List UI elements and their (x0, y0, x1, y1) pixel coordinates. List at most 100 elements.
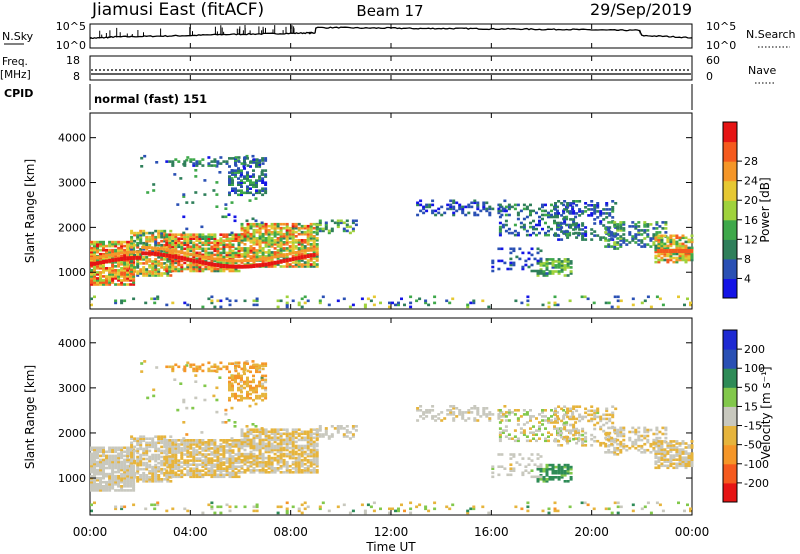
velocity-cell (258, 464, 262, 468)
power-cell (165, 235, 169, 238)
power-cell (154, 239, 158, 243)
velocity-cell (264, 394, 268, 398)
velocity-cell (419, 409, 423, 412)
power-cell (270, 245, 274, 248)
range-tick-label: 4000 (58, 132, 86, 145)
power-cell (530, 247, 534, 251)
power-cell (315, 231, 319, 235)
velocity-cell (105, 456, 108, 460)
velocity-cell (566, 411, 570, 415)
power-cell (264, 181, 268, 184)
velocity-cell (264, 448, 268, 452)
power-cell (234, 251, 238, 255)
power-cell (416, 213, 420, 217)
velocity-cell (297, 469, 301, 472)
power-cell (222, 261, 226, 265)
velocity-cell (270, 462, 274, 466)
velocity-cell (646, 501, 650, 505)
velocity-cell (565, 421, 569, 424)
velocity-cell (237, 471, 241, 475)
velocity-cell (246, 440, 250, 444)
velocity-cell (541, 433, 544, 436)
velocity-cell (198, 439, 202, 442)
power-cell (397, 303, 400, 307)
power-cell (485, 207, 489, 211)
velocity-cell (240, 367, 244, 371)
power-cell (123, 299, 127, 303)
velocity-cell (148, 469, 152, 473)
power-cell (440, 205, 444, 209)
power-cell (616, 225, 620, 228)
power-cell (186, 247, 190, 251)
velocity-cell (258, 444, 262, 448)
velocity-cell (180, 475, 184, 479)
power-core-cell (228, 259, 232, 263)
velocity-cell (132, 487, 136, 490)
velocity-cell (215, 386, 219, 390)
power-cell (285, 249, 289, 252)
velocity-cell (195, 471, 199, 475)
power-cell (616, 229, 620, 232)
power-cell (684, 236, 688, 240)
power-cell (491, 259, 495, 263)
velocity-cell (249, 440, 253, 444)
velocity-cell (291, 467, 295, 470)
velocity-cell (210, 507, 214, 511)
velocity-cell (593, 413, 597, 417)
power-cell (258, 237, 262, 240)
velocity-cell (285, 434, 289, 438)
power-cell (291, 247, 295, 250)
velocity-cell (130, 435, 134, 438)
power-cell (163, 237, 167, 241)
velocity-cell (498, 409, 502, 412)
velocity-cell (231, 473, 235, 477)
velocity-cell (160, 439, 164, 443)
velocity-cell (452, 417, 456, 420)
power-cell (300, 305, 304, 309)
velocity-cell (139, 463, 143, 467)
power-cell (560, 262, 564, 265)
power-cell (228, 245, 232, 249)
power-cell (174, 237, 178, 240)
power-cell (569, 212, 573, 215)
power-cell (249, 247, 253, 250)
velocity-cell (225, 473, 229, 477)
power-cell (228, 299, 232, 303)
power-core-cell (165, 248, 169, 252)
power-cell (120, 244, 124, 248)
velocity-cell (195, 367, 199, 371)
power-cell (324, 221, 328, 225)
power-cell (291, 222, 295, 226)
power-cell (171, 162, 175, 165)
power-cell (625, 243, 629, 246)
power-core-cell (261, 257, 265, 261)
velocity-cell (545, 467, 549, 471)
power-core-cell (123, 256, 127, 261)
velocity-cell (276, 430, 280, 434)
power-cell (516, 217, 520, 221)
velocity-cell (258, 430, 262, 434)
velocity-cell (252, 505, 256, 509)
power-cell (522, 223, 526, 227)
velocity-cell (476, 413, 480, 416)
power-cell (93, 240, 96, 244)
velocity-cell (108, 464, 112, 468)
velocity-cell (189, 459, 193, 462)
velocity-cell (354, 425, 358, 428)
velocity-cell (616, 501, 620, 505)
power-cell (252, 255, 256, 258)
velocity-cell (303, 507, 307, 511)
velocity-cell (285, 467, 289, 470)
velocity-cell (237, 398, 240, 402)
power-cell (163, 229, 167, 233)
velocity-cell (204, 447, 208, 450)
velocity-cell (210, 441, 214, 444)
velocity-cell (246, 394, 249, 398)
power-cell (240, 189, 243, 192)
velocity-cell (351, 509, 355, 513)
velocity-cell (252, 454, 256, 458)
power-cell (99, 279, 102, 282)
power-cell (267, 224, 271, 228)
power-cell (246, 239, 250, 242)
power-cell (264, 230, 268, 234)
